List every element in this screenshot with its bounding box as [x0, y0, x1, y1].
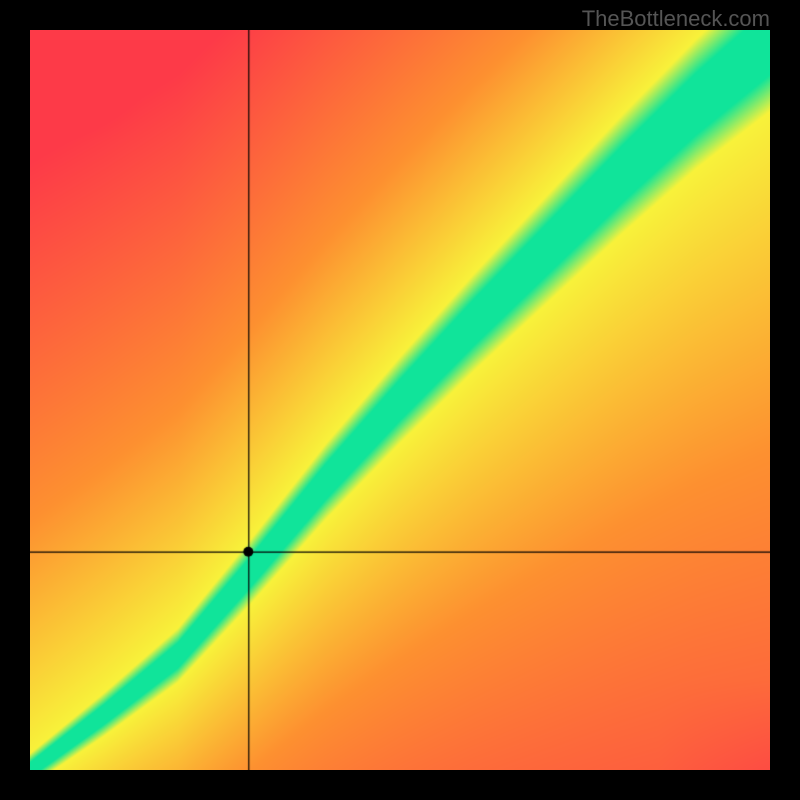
heatmap-canvas — [30, 30, 770, 770]
watermark-text: TheBottleneck.com — [582, 6, 770, 32]
heatmap-plot — [30, 30, 770, 770]
